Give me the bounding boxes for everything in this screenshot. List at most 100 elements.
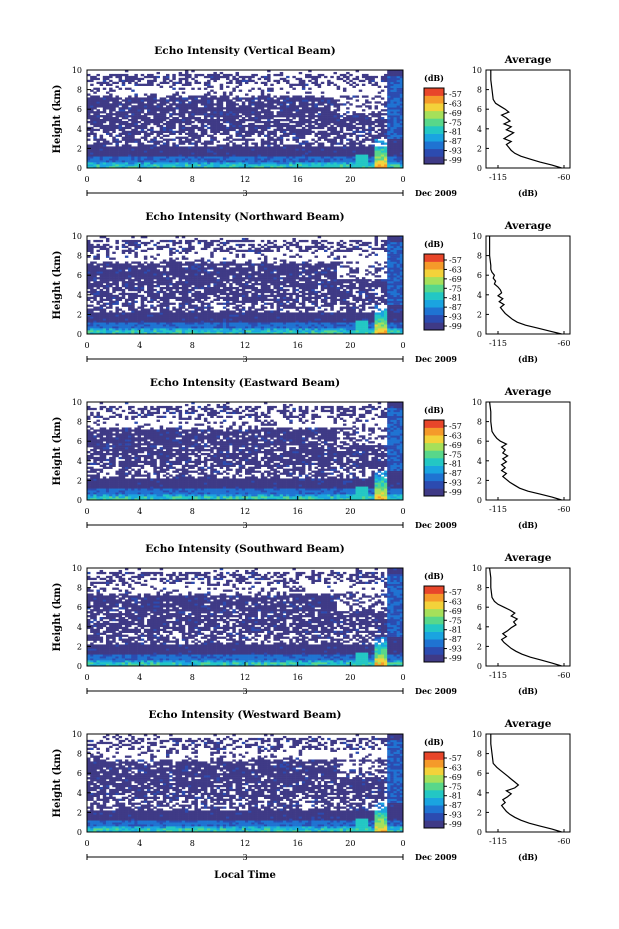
heatmap-cell xyxy=(238,115,243,118)
heatmap-cell xyxy=(99,277,104,280)
heatmap-cell xyxy=(365,73,369,77)
heatmap-cell xyxy=(115,105,119,108)
heatmap-cell xyxy=(355,113,360,116)
heatmap-cell xyxy=(118,103,123,106)
heatmap-cell xyxy=(128,269,132,272)
heatmap-cell xyxy=(115,279,119,282)
heatmap-cell xyxy=(112,158,116,161)
heatmap-cell xyxy=(99,146,104,149)
heatmap-cell xyxy=(115,81,119,85)
heatmap-cell xyxy=(90,128,94,132)
heatmap-cell xyxy=(112,281,116,284)
heatmap-cell xyxy=(109,103,113,106)
heatmap-cell xyxy=(279,154,284,157)
heatmap-cell xyxy=(191,138,195,141)
heatmap-cell xyxy=(298,113,303,116)
heatmap-cell xyxy=(216,119,221,122)
heatmap-cell xyxy=(238,164,243,167)
heatmap-cell xyxy=(305,160,309,163)
heatmap-cell xyxy=(102,148,107,151)
heatmap-cell xyxy=(229,124,233,128)
heatmap-cell xyxy=(134,261,138,264)
heatmap-cell xyxy=(134,97,138,100)
heatmap-cell xyxy=(270,120,274,124)
heatmap-cell xyxy=(298,77,303,81)
heatmap-cell xyxy=(336,105,341,108)
heatmap-cell xyxy=(181,298,186,301)
heatmap-cell xyxy=(292,113,296,116)
heatmap-cell xyxy=(96,308,100,311)
heatmap-cell xyxy=(131,249,135,252)
heatmap-cell xyxy=(301,136,306,139)
heatmap-cell xyxy=(194,330,198,333)
heatmap-cell xyxy=(203,314,208,317)
heatmap-cell xyxy=(361,128,366,132)
heatmap-cell xyxy=(105,154,110,157)
heatmap-cell xyxy=(156,166,160,169)
heatmap-cell xyxy=(90,304,94,307)
heatmap-cell xyxy=(339,115,344,118)
heatmap-cell xyxy=(286,152,290,155)
heatmap-cell xyxy=(396,81,401,85)
heatmap-cell xyxy=(178,290,183,294)
heatmap-cell xyxy=(396,138,401,141)
heatmap-cell xyxy=(286,109,290,112)
heatmap-cell xyxy=(267,93,271,96)
heatmap-cell xyxy=(298,136,303,139)
heatmap-cell xyxy=(327,99,331,102)
heatmap-cell xyxy=(324,134,328,137)
heatmap-cell xyxy=(181,285,186,288)
heatmap-cell xyxy=(181,324,186,327)
heatmap-cell xyxy=(194,267,198,270)
heatmap-cell xyxy=(390,75,394,79)
heatmap-cell xyxy=(320,148,325,151)
heatmap-cell xyxy=(245,105,249,108)
heatmap-cell xyxy=(102,150,107,153)
heatmap-cell xyxy=(374,124,379,128)
heatmap-cell xyxy=(276,144,281,147)
heatmap-cell xyxy=(137,265,142,268)
heatmap-cell xyxy=(333,164,337,167)
heatmap-cell xyxy=(87,330,91,333)
heatmap-cell xyxy=(140,162,145,165)
heatmap-cell xyxy=(87,93,91,96)
heatmap-cell xyxy=(169,286,173,290)
heatmap-cell xyxy=(203,247,208,251)
heatmap-cell xyxy=(327,109,331,112)
heatmap-cell xyxy=(93,318,97,321)
heatmap-cell xyxy=(184,73,189,77)
heatmap-cell xyxy=(210,117,214,120)
heatmap-cell xyxy=(131,97,135,100)
heatmap-cell xyxy=(245,154,249,157)
heatmap-cell xyxy=(128,324,132,327)
heatmap-cell xyxy=(115,326,119,329)
heatmap-cell xyxy=(153,269,157,272)
heatmap-cell xyxy=(156,148,160,151)
heatmap-cell xyxy=(245,93,249,96)
heatmap-cell xyxy=(188,324,192,327)
heatmap-cell xyxy=(87,164,91,167)
heatmap-cell xyxy=(99,83,104,86)
heatmap-cell xyxy=(207,273,211,276)
heatmap-cell xyxy=(112,73,116,77)
heatmap-cell xyxy=(102,162,107,165)
heatmap-cell xyxy=(90,288,94,292)
heatmap-cell xyxy=(355,166,360,169)
heatmap-cell xyxy=(143,312,148,315)
heatmap-cell xyxy=(134,332,138,335)
heatmap-cell xyxy=(295,138,300,141)
heatmap-cell xyxy=(150,113,154,116)
heatmap-cell xyxy=(137,275,142,278)
heatmap-cell xyxy=(162,302,167,305)
heatmap-cell xyxy=(166,330,170,333)
heatmap-cell xyxy=(200,97,205,100)
heatmap-cell xyxy=(172,286,176,290)
heatmap-cell xyxy=(393,148,397,151)
heatmap-cell xyxy=(191,261,195,264)
heatmap-cell xyxy=(320,150,325,153)
heatmap-cell xyxy=(213,107,217,110)
heatmap-cell xyxy=(371,156,375,159)
heatmap-cell xyxy=(162,107,167,110)
heatmap-cell xyxy=(87,113,91,116)
heatmap-cell xyxy=(390,85,394,88)
